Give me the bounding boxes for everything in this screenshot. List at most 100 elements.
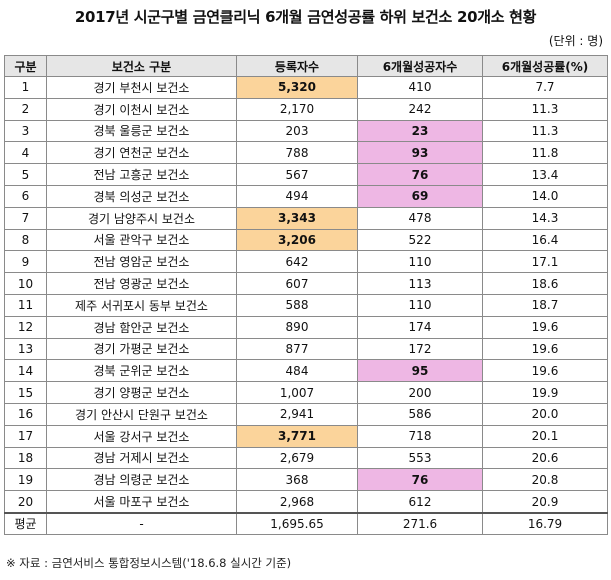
clinic-name: 경기 연천군 보건소 bbox=[46, 141, 237, 165]
header-no: 구분 bbox=[4, 55, 47, 77]
clinic-name: 경북 의성군 보건소 bbox=[46, 184, 237, 208]
success-count: 586 bbox=[357, 402, 483, 426]
success-count: 110 bbox=[357, 293, 483, 317]
source-note: ※ 자료 : 금연서비스 통합정보시스템('18.6.8 실시간 기준) bbox=[6, 556, 292, 570]
table-row: 12 경남 함안군 보건소 890 174 19.6 bbox=[4, 315, 608, 339]
registered-count: 2,170 bbox=[236, 97, 358, 121]
registered-count: 3,771 bbox=[236, 424, 358, 448]
clinic-name: 경기 안산시 단원구 보건소 bbox=[46, 402, 237, 426]
row-number: 18 bbox=[4, 446, 47, 470]
registered-count: 3,343 bbox=[236, 206, 358, 230]
registered-count: 368 bbox=[236, 468, 358, 492]
clinic-name: 경기 이천시 보건소 bbox=[46, 97, 237, 121]
row-number: 19 bbox=[4, 468, 47, 492]
clinic-name: 경남 거제시 보건소 bbox=[46, 446, 237, 470]
registered-count: 788 bbox=[236, 141, 358, 165]
row-number: 16 bbox=[4, 402, 47, 426]
header-rate: 6개월성공률(%) bbox=[482, 55, 608, 77]
header-success: 6개월성공자수 bbox=[357, 55, 483, 77]
row-number: 7 bbox=[4, 206, 47, 230]
table-row: 17 서울 강서구 보건소 3,771 718 20.1 bbox=[4, 424, 608, 448]
row-number: 20 bbox=[4, 490, 47, 514]
registered-count: 607 bbox=[236, 272, 358, 295]
success-rate: 20.9 bbox=[482, 490, 608, 514]
registered-count: 3,206 bbox=[236, 228, 358, 252]
clinic-name: 경남 의령군 보건소 bbox=[46, 468, 237, 492]
success-rate: 7.7 bbox=[482, 76, 608, 99]
success-count: 522 bbox=[357, 228, 483, 252]
success-rate: 14.3 bbox=[482, 206, 608, 230]
table-row: 6 경북 의성군 보건소 494 69 14.0 bbox=[4, 184, 608, 208]
row-number: 14 bbox=[4, 359, 47, 383]
success-rate: 11.3 bbox=[482, 119, 608, 143]
success-count: 76 bbox=[357, 163, 483, 186]
table-row: 19 경남 의령군 보건소 368 76 20.8 bbox=[4, 468, 608, 492]
success-rate: 19.6 bbox=[482, 315, 608, 339]
success-count: 76 bbox=[357, 468, 483, 492]
success-rate: 20.1 bbox=[482, 424, 608, 448]
row-number: 11 bbox=[4, 293, 47, 317]
row-number: 6 bbox=[4, 184, 47, 208]
row-number: 2 bbox=[4, 97, 47, 121]
clinic-name: 경북 군위군 보건소 bbox=[46, 359, 237, 383]
average-registered: 1,695.65 bbox=[236, 512, 358, 535]
success-count: 110 bbox=[357, 250, 483, 274]
clinic-name: 전남 영광군 보건소 bbox=[46, 272, 237, 295]
success-rate: 17.1 bbox=[482, 250, 608, 274]
row-number: 9 bbox=[4, 250, 47, 274]
success-count: 242 bbox=[357, 97, 483, 121]
table-row: 18 경남 거제시 보건소 2,679 553 20.6 bbox=[4, 446, 608, 470]
table-row: 3 경북 울릉군 보건소 203 23 11.3 bbox=[4, 119, 608, 143]
registered-count: 567 bbox=[236, 163, 358, 186]
success-rate: 16.4 bbox=[482, 228, 608, 252]
clinic-name: 서울 관악구 보건소 bbox=[46, 228, 237, 252]
row-number: 15 bbox=[4, 381, 47, 404]
clinic-name: 제주 서귀포시 동부 보건소 bbox=[46, 293, 237, 317]
row-number: 17 bbox=[4, 424, 47, 448]
clinic-name: 경기 부천시 보건소 bbox=[46, 76, 237, 99]
row-number: 10 bbox=[4, 272, 47, 295]
table-row: 16 경기 안산시 단원구 보건소 2,941 586 20.0 bbox=[4, 402, 608, 426]
success-rate: 20.0 bbox=[482, 402, 608, 426]
registered-count: 1,007 bbox=[236, 381, 358, 404]
success-count: 23 bbox=[357, 119, 483, 143]
registered-count: 2,968 bbox=[236, 490, 358, 514]
success-rate: 20.8 bbox=[482, 468, 608, 492]
registered-count: 203 bbox=[236, 119, 358, 143]
unit-label: (단위 : 명) bbox=[548, 34, 603, 48]
row-number: 4 bbox=[4, 141, 47, 165]
success-count: 478 bbox=[357, 206, 483, 230]
clinic-name: 서울 강서구 보건소 bbox=[46, 424, 237, 448]
table-row: 9 전남 영암군 보건소 642 110 17.1 bbox=[4, 250, 608, 274]
registered-count: 484 bbox=[236, 359, 358, 383]
clinic-name: 경기 남양주시 보건소 bbox=[46, 206, 237, 230]
registered-count: 5,320 bbox=[236, 76, 358, 99]
success-rate: 18.7 bbox=[482, 293, 608, 317]
success-rate: 19.6 bbox=[482, 337, 608, 361]
success-count: 113 bbox=[357, 272, 483, 295]
table-row: 11 제주 서귀포시 동부 보건소 588 110 18.7 bbox=[4, 293, 608, 317]
clinic-name: 경남 함안군 보건소 bbox=[46, 315, 237, 339]
registered-count: 877 bbox=[236, 337, 358, 361]
success-rate: 18.6 bbox=[482, 272, 608, 295]
table-row: 13 경기 가평군 보건소 877 172 19.6 bbox=[4, 337, 608, 361]
table-row: 5 전남 고흥군 보건소 567 76 13.4 bbox=[4, 163, 608, 186]
clinic-name: 경기 가평군 보건소 bbox=[46, 337, 237, 361]
success-count: 612 bbox=[357, 490, 483, 514]
clinic-name: 전남 고흥군 보건소 bbox=[46, 163, 237, 186]
table-row: 10 전남 영광군 보건소 607 113 18.6 bbox=[4, 272, 608, 295]
success-count: 718 bbox=[357, 424, 483, 448]
clinic-name: 전남 영암군 보건소 bbox=[46, 250, 237, 274]
table-row: 2 경기 이천시 보건소 2,170 242 11.3 bbox=[4, 97, 608, 121]
average-success: 271.6 bbox=[357, 512, 483, 535]
header-name: 보건소 구분 bbox=[46, 55, 237, 77]
success-count: 200 bbox=[357, 381, 483, 404]
success-count: 410 bbox=[357, 76, 483, 99]
average-name: - bbox=[46, 512, 237, 535]
clinic-name: 경북 울릉군 보건소 bbox=[46, 119, 237, 143]
success-rate: 13.4 bbox=[482, 163, 608, 186]
registered-count: 588 bbox=[236, 293, 358, 317]
registered-count: 2,941 bbox=[236, 402, 358, 426]
row-number: 1 bbox=[4, 76, 47, 99]
table-row: 1 경기 부천시 보건소 5,320 410 7.7 bbox=[4, 76, 608, 99]
